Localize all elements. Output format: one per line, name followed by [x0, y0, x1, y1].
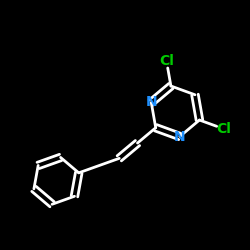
Text: Cl: Cl [159, 54, 174, 68]
Text: N: N [146, 96, 157, 110]
Text: Cl: Cl [216, 122, 231, 136]
Text: N: N [174, 130, 186, 143]
